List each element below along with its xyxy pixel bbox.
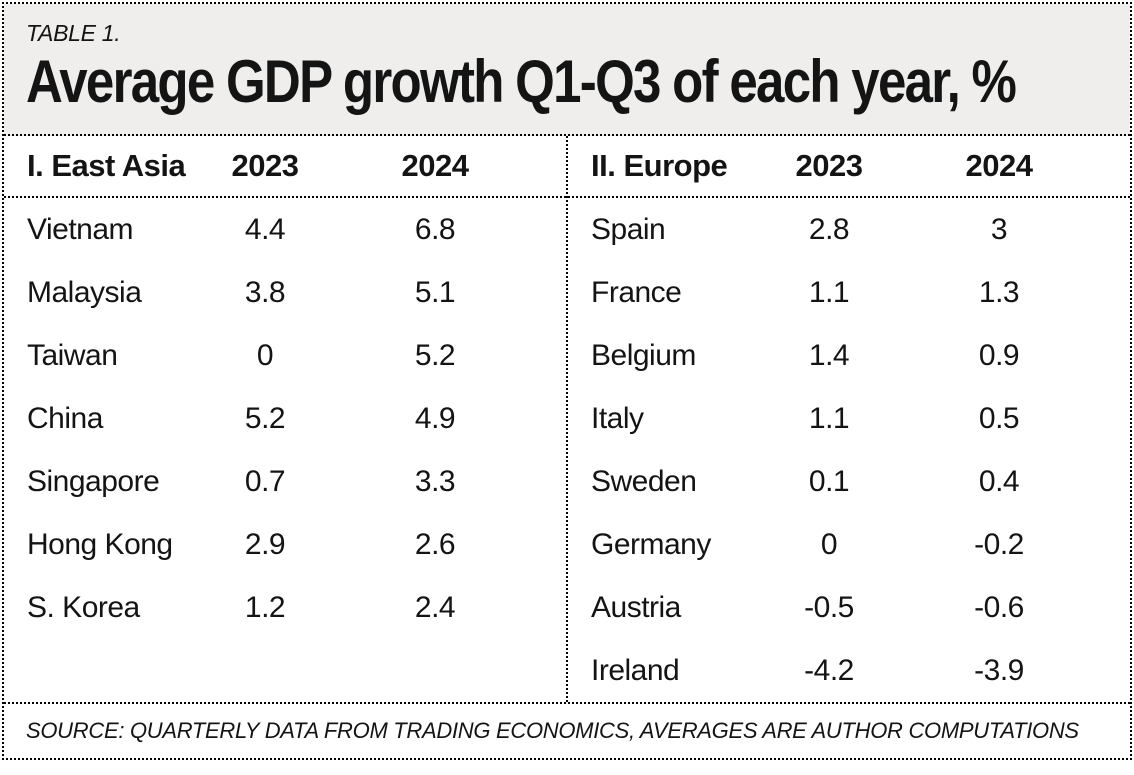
value-2024-cell: 1.3 (978, 275, 1020, 309)
section-east-asia: I. East Asia 2023 2024 Vietnam 4.4 6.8 M… (4, 136, 568, 702)
table-card: TABLE 1. Average GDP growth Q1-Q3 of eac… (2, 2, 1132, 760)
table-row: Spain 2.8 3 (568, 198, 1130, 261)
value-2024-cell: 3 (990, 212, 1008, 246)
column-header-2023: 2023 (231, 148, 299, 183)
value-2023-cell: 4.4 (244, 212, 286, 246)
country-cell: China (27, 401, 103, 435)
section-label: I. East Asia (27, 148, 186, 183)
value-2023-cell: 0 (256, 338, 274, 372)
table-row: Sweden 0.1 0.4 (568, 450, 1130, 513)
table-row: Taiwan 0 5.2 (4, 324, 566, 387)
value-2023-cell: -4.2 (804, 653, 854, 687)
country-cell: Austria (591, 590, 681, 624)
value-2023-cell: 0.1 (808, 464, 850, 498)
table-row: Singapore 0.7 3.3 (4, 450, 566, 513)
value-2023-cell: 1.1 (808, 275, 850, 309)
section-label: II. Europe (591, 148, 728, 183)
value-2024-cell: 2.6 (414, 527, 456, 561)
country-cell: Sweden (591, 464, 697, 498)
value-2023-cell: 3.8 (244, 275, 286, 309)
section-header-row: II. Europe 2023 2024 (568, 136, 1130, 198)
table-kicker: TABLE 1. (26, 20, 121, 46)
country-cell: Taiwan (27, 338, 118, 372)
value-2023-cell: 0 (820, 527, 838, 561)
section-europe: II. Europe 2023 2024 Spain 2.8 3 France … (568, 136, 1130, 702)
country-cell: Malaysia (27, 275, 142, 309)
value-2024-cell: 0.5 (978, 401, 1020, 435)
title-band: TABLE 1. Average GDP growth Q1-Q3 of eac… (4, 4, 1130, 136)
value-2024-cell: 0.4 (978, 464, 1020, 498)
value-2023-cell: 1.4 (808, 338, 850, 372)
table-row: Hong Kong 2.9 2.6 (4, 513, 566, 576)
value-2023-cell: 2.8 (808, 212, 850, 246)
page-title: Average GDP growth Q1-Q3 of each year, % (26, 52, 1130, 112)
value-2024-cell: 6.8 (414, 212, 456, 246)
table-row: China 5.2 4.9 (4, 387, 566, 450)
source-text: SOURCE: QUARTERLY DATA FROM TRADING ECON… (26, 718, 1079, 743)
value-2024-cell: 5.2 (414, 338, 456, 372)
column-header-2024: 2024 (965, 148, 1033, 183)
value-2024-cell: 2.4 (414, 590, 456, 624)
value-2024-cell: -0.2 (974, 527, 1024, 561)
value-2023-cell: 2.9 (244, 527, 286, 561)
table-row: Austria -0.5 -0.6 (568, 576, 1130, 639)
table-row: Malaysia 3.8 5.1 (4, 261, 566, 324)
value-2023-cell: 1.2 (244, 590, 286, 624)
tables-area: I. East Asia 2023 2024 Vietnam 4.4 6.8 M… (4, 136, 1130, 702)
table-row: Italy 1.1 0.5 (568, 387, 1130, 450)
table-row: France 1.1 1.3 (568, 261, 1130, 324)
country-cell: France (591, 275, 682, 309)
value-2024-cell: -3.9 (974, 653, 1024, 687)
value-2023-cell: -0.5 (804, 590, 854, 624)
country-cell: Germany (591, 527, 711, 561)
page-title-text: Average GDP growth Q1-Q3 of each year, % (26, 48, 1017, 115)
country-cell: Ireland (591, 653, 680, 687)
country-cell: Vietnam (27, 212, 134, 246)
value-2023-cell: 0.7 (244, 464, 286, 498)
column-header-2024: 2024 (401, 148, 469, 183)
value-2023-cell: 1.1 (808, 401, 850, 435)
country-cell: S. Korea (27, 590, 140, 624)
table-row: Ireland -4.2 -3.9 (568, 639, 1130, 702)
country-cell: Belgium (591, 338, 696, 372)
country-cell: Hong Kong (27, 527, 173, 561)
table-row: S. Korea 1.2 2.4 (4, 576, 566, 639)
value-2024-cell: 5.1 (414, 275, 456, 309)
value-2024-cell: 0.9 (978, 338, 1020, 372)
value-2024-cell: 3.3 (414, 464, 456, 498)
value-2024-cell: -0.6 (974, 590, 1024, 624)
table-row: Germany 0 -0.2 (568, 513, 1130, 576)
country-cell: Singapore (27, 464, 160, 498)
table-row: Belgium 1.4 0.9 (568, 324, 1130, 387)
value-2024-cell: 4.9 (414, 401, 456, 435)
country-cell: Italy (591, 401, 644, 435)
section-header-row: I. East Asia 2023 2024 (4, 136, 566, 198)
column-header-2023: 2023 (795, 148, 863, 183)
table-row: Vietnam 4.4 6.8 (4, 198, 566, 261)
value-2023-cell: 5.2 (244, 401, 286, 435)
source-line: SOURCE: QUARTERLY DATA FROM TRADING ECON… (4, 702, 1130, 758)
country-cell: Spain (591, 212, 666, 246)
